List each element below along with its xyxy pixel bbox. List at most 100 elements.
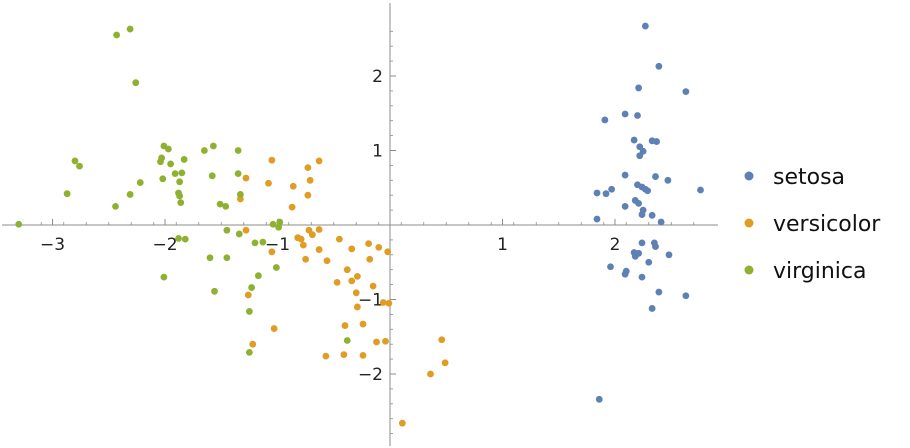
data-point-versicolor — [315, 226, 323, 233]
data-point-setosa — [644, 187, 652, 195]
data-point-virginica — [272, 264, 280, 271]
data-point-virginica — [15, 220, 23, 228]
data-point-setosa — [593, 215, 601, 223]
data-point-versicolor — [315, 157, 323, 165]
data-point-versicolor — [289, 182, 297, 190]
data-point-setosa — [595, 395, 603, 403]
data-point-setosa — [621, 202, 629, 210]
data-point-virginica — [132, 79, 140, 87]
data-point-virginica — [216, 200, 224, 208]
x-tick-label: 1 — [497, 235, 508, 255]
data-point-versicolor — [365, 240, 373, 248]
data-point-virginica — [259, 238, 267, 246]
x-tick-label: −3 — [40, 235, 65, 255]
data-point-versicolor — [323, 257, 331, 265]
data-point-setosa — [653, 138, 661, 145]
data-point-setosa — [697, 186, 704, 194]
series-versicolor — [236, 156, 449, 427]
legend-label-virginica: virginica — [773, 259, 867, 284]
data-point-versicolor — [304, 164, 312, 172]
legend-label-versicolor: versicolor — [773, 212, 881, 237]
data-point-versicolor — [398, 419, 406, 427]
data-point-virginica — [167, 160, 175, 168]
data-point-virginica — [209, 142, 217, 150]
data-point-versicolor — [288, 203, 296, 211]
data-point-setosa — [621, 171, 629, 179]
data-point-versicolor — [322, 352, 330, 360]
data-point-virginica — [236, 191, 244, 198]
data-point-virginica — [254, 272, 262, 280]
data-point-versicolor — [333, 278, 341, 286]
data-point-versicolor — [348, 277, 356, 285]
data-point-setosa — [621, 110, 629, 118]
data-point-virginica — [112, 202, 119, 210]
data-point-setosa — [621, 270, 629, 278]
data-point-virginica — [171, 170, 179, 177]
data-point-versicolor — [366, 255, 374, 263]
data-point-versicolor — [270, 325, 278, 332]
data-point-versicolor — [341, 322, 349, 329]
data-point-virginica — [343, 337, 351, 344]
data-point-virginica — [234, 170, 242, 177]
data-point-versicolor — [265, 179, 272, 187]
data-point-versicolor — [304, 191, 312, 199]
data-point-setosa — [657, 218, 665, 226]
data-point-virginica — [275, 223, 283, 231]
data-point-versicolor — [340, 351, 348, 359]
data-point-versicolor — [352, 289, 360, 297]
data-point-virginica — [208, 172, 216, 180]
data-point-versicolor — [268, 156, 276, 164]
data-point-virginica — [251, 239, 259, 247]
data-point-setosa — [635, 84, 643, 92]
data-point-versicolor — [335, 235, 343, 243]
data-point-setosa — [630, 136, 638, 144]
legend-marker-versicolor — [744, 218, 754, 228]
data-point-virginica — [178, 169, 186, 177]
data-point-virginica — [206, 254, 214, 262]
data-point-virginica — [136, 179, 144, 186]
data-point-setosa — [652, 173, 659, 180]
data-point-virginica — [276, 218, 284, 226]
data-point-setosa — [631, 252, 639, 260]
data-point-versicolor — [379, 299, 387, 306]
data-point-setosa — [638, 211, 646, 218]
data-point-virginica — [222, 202, 230, 210]
data-point-virginica — [269, 220, 277, 228]
data-point-setosa — [608, 185, 616, 193]
data-point-setosa — [638, 239, 646, 247]
data-point-virginica — [113, 31, 121, 39]
series-virginica — [15, 25, 351, 356]
data-point-virginica — [245, 348, 253, 356]
data-point-versicolor — [242, 226, 250, 234]
data-point-versicolor — [373, 338, 380, 346]
data-point-versicolor — [308, 231, 316, 239]
data-point-versicolor — [249, 340, 257, 348]
data-point-versicolor — [382, 337, 389, 345]
y-tick-label: −1 — [358, 291, 383, 311]
data-point-setosa — [655, 62, 663, 70]
data-point-versicolor — [268, 248, 276, 256]
data-point-setosa — [634, 112, 641, 119]
data-point-virginica — [76, 162, 83, 170]
data-point-versicolor — [302, 255, 310, 263]
data-point-virginica — [245, 308, 253, 315]
data-point-setosa — [664, 176, 672, 184]
data-point-versicolor — [294, 234, 302, 242]
data-point-setosa — [648, 211, 656, 219]
data-point-virginica — [200, 147, 208, 154]
data-point-setosa — [682, 292, 690, 300]
data-point-setosa — [636, 152, 644, 160]
data-point-virginica — [181, 235, 189, 243]
data-point-virginica — [157, 158, 164, 166]
data-point-virginica — [160, 273, 168, 281]
data-point-virginica — [223, 226, 231, 234]
data-point-versicolor — [244, 291, 252, 299]
legend-label-setosa: setosa — [773, 165, 845, 190]
data-point-versicolor — [242, 174, 250, 182]
data-point-versicolor — [315, 246, 323, 253]
data-point-versicolor — [359, 351, 367, 359]
data-point-versicolor — [353, 273, 361, 280]
data-point-virginica — [176, 192, 184, 200]
